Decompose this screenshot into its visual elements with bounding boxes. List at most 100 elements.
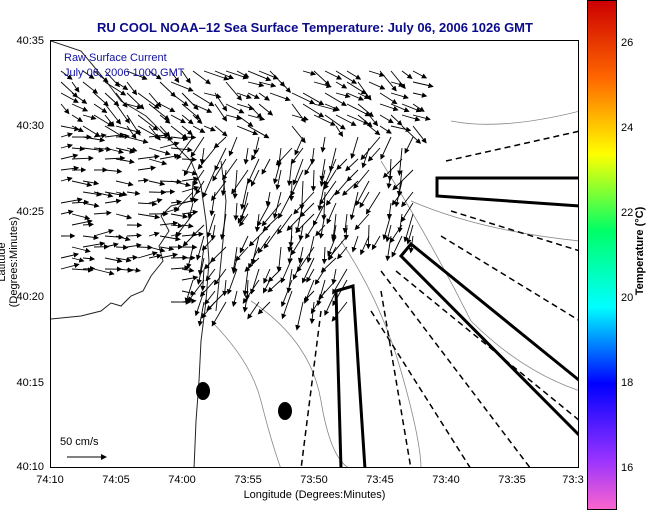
current-arrow bbox=[181, 223, 194, 229]
current-arrow bbox=[290, 169, 304, 197]
current-arrow bbox=[335, 81, 348, 89]
current-arrow bbox=[247, 158, 260, 185]
current-arrow bbox=[214, 147, 227, 172]
x-tick: 73:3 bbox=[562, 474, 584, 486]
current-arrow bbox=[401, 125, 422, 144]
current-arrow bbox=[254, 213, 261, 233]
current-arrow bbox=[379, 125, 392, 134]
legend-current-label: Raw Surface Current bbox=[64, 52, 167, 64]
current-arrow bbox=[228, 136, 238, 157]
current-arrow bbox=[357, 81, 372, 101]
current-arrow bbox=[148, 246, 166, 253]
current-arrow bbox=[93, 228, 115, 237]
x-tick: 73:40 bbox=[432, 474, 460, 486]
current-arrow bbox=[181, 209, 199, 216]
current-vector-map[interactable] bbox=[51, 41, 579, 468]
current-arrow bbox=[126, 190, 141, 196]
current-arrow bbox=[115, 244, 129, 251]
current-arrow bbox=[200, 268, 206, 292]
current-arrow bbox=[213, 268, 227, 286]
current-arrow bbox=[104, 132, 126, 138]
current-arrow bbox=[296, 246, 315, 273]
current-arrow bbox=[258, 103, 274, 116]
current-arrow bbox=[219, 213, 227, 240]
current-arrow bbox=[258, 81, 277, 88]
current-arrow bbox=[247, 114, 266, 121]
current-arrow bbox=[368, 114, 379, 127]
current-arrow bbox=[242, 279, 260, 304]
current-arrow bbox=[82, 180, 100, 186]
current-arrow bbox=[265, 191, 271, 207]
current-arrow bbox=[181, 134, 197, 141]
colorbar-tick: 20 bbox=[621, 292, 634, 304]
y-tick: 40:35 bbox=[16, 35, 44, 47]
current-arrow bbox=[71, 146, 86, 152]
current-arrow bbox=[214, 103, 228, 122]
current-arrow bbox=[328, 147, 337, 172]
current-arrow bbox=[390, 103, 410, 113]
current-arrow bbox=[60, 132, 73, 138]
current-arrow bbox=[286, 213, 304, 231]
current-arrow bbox=[392, 169, 414, 191]
current-arrow bbox=[385, 224, 392, 243]
current-arrow bbox=[267, 279, 282, 293]
current-arrow bbox=[181, 290, 197, 296]
current-arrow bbox=[365, 191, 381, 215]
current-arrow bbox=[247, 92, 260, 99]
current-arrow bbox=[170, 81, 194, 92]
map-panel[interactable] bbox=[50, 40, 579, 468]
current-arrow bbox=[170, 92, 189, 107]
current-arrow bbox=[401, 191, 414, 208]
current-arrow bbox=[346, 114, 369, 125]
current-arrow bbox=[346, 70, 362, 80]
current-arrow bbox=[126, 81, 138, 96]
current-arrow bbox=[242, 290, 249, 313]
current-arrow bbox=[412, 125, 427, 144]
current-arrow bbox=[104, 242, 119, 248]
current-arrow bbox=[60, 197, 83, 204]
current-arrow bbox=[291, 114, 309, 122]
current-arrow bbox=[355, 180, 370, 207]
current-arrow bbox=[359, 191, 370, 209]
current-arrow bbox=[328, 246, 337, 261]
legend-current-date: July 06, 2006 1000 GMT bbox=[64, 67, 185, 79]
current-arrow bbox=[412, 92, 428, 98]
current-arrow bbox=[115, 133, 130, 140]
current-arrow bbox=[257, 235, 271, 254]
current-arrow bbox=[115, 125, 142, 135]
current-arrow bbox=[181, 176, 199, 182]
current-arrow bbox=[295, 301, 304, 331]
current-arrow bbox=[360, 136, 381, 161]
current-arrow bbox=[82, 81, 99, 94]
current-arrow bbox=[170, 213, 189, 219]
current-arrow bbox=[60, 143, 73, 149]
current-arrow bbox=[71, 81, 80, 93]
current-arrow bbox=[310, 169, 317, 192]
current-arrow bbox=[302, 92, 325, 106]
current-arrow bbox=[126, 267, 141, 273]
current-arrow bbox=[275, 169, 282, 191]
current-arrow bbox=[324, 70, 343, 80]
current-arrow bbox=[236, 70, 250, 78]
current-arrow bbox=[199, 147, 206, 165]
current-arrow bbox=[379, 70, 397, 92]
current-arrow bbox=[82, 265, 96, 272]
current-arrow bbox=[115, 191, 128, 197]
current-arrow bbox=[331, 301, 348, 322]
current-arrow bbox=[390, 114, 403, 126]
current-arrow bbox=[401, 103, 422, 113]
current-arrow bbox=[287, 235, 293, 253]
current-arrow bbox=[148, 147, 171, 156]
current-arrow bbox=[250, 169, 260, 187]
current-arrow bbox=[326, 202, 337, 225]
current-arrow bbox=[181, 298, 197, 304]
current-arrow bbox=[371, 235, 381, 251]
coastline-southern bbox=[193, 185, 210, 467]
current-arrow bbox=[231, 246, 238, 273]
current-arrow bbox=[313, 114, 336, 126]
current-arrow bbox=[236, 125, 259, 136]
current-arrow bbox=[313, 103, 339, 112]
current-arrow bbox=[276, 246, 282, 273]
current-arrow bbox=[196, 257, 205, 285]
current-arrow bbox=[313, 81, 332, 89]
